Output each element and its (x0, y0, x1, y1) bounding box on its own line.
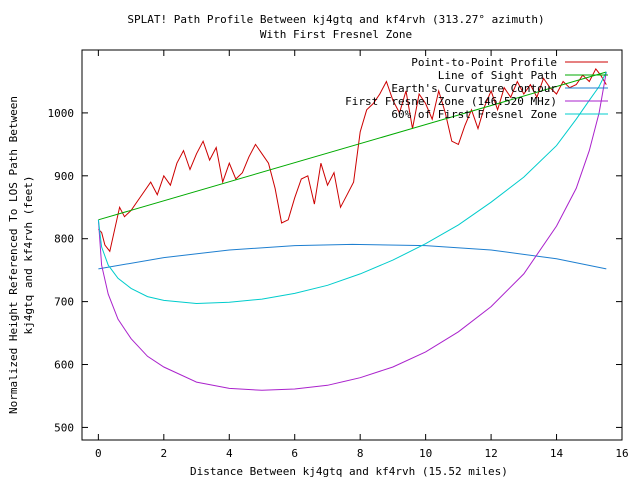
legend-entry-label: Point-to-Point Profile (411, 56, 557, 69)
x-tick-label: 12 (484, 447, 497, 460)
x-axis-label: Distance Between kj4gtq and kf4rvh (15.5… (190, 465, 508, 478)
legend-entry-label: 60% of First Fresnel Zone (391, 108, 557, 121)
series-line-4 (97, 71, 607, 305)
plot-area-frame (81, 49, 623, 441)
x-tick-label: 0 (95, 447, 102, 460)
y-tick-label: 900 (54, 170, 74, 183)
series-line-1 (98, 71, 607, 221)
y-tick-label: 800 (54, 233, 74, 246)
y-tick-label: 600 (54, 359, 74, 372)
legend-entry-label: Line of Sight Path (438, 69, 557, 82)
x-tick-label: 2 (161, 447, 168, 460)
x-tick-label: 16 (615, 447, 628, 460)
y-tick-label: 700 (54, 296, 74, 309)
legend-entry-label: Earth's Curvature Contour (391, 82, 557, 95)
x-tick-label: 8 (357, 447, 364, 460)
y-tick-label: 500 (54, 421, 74, 434)
series-line-0 (98, 67, 607, 253)
series-line-2 (98, 243, 607, 270)
x-tick-label: 10 (419, 447, 432, 460)
x-tick-label: 14 (550, 447, 564, 460)
chart-title-line2: With First Fresnel Zone (260, 28, 412, 41)
series-line-3 (97, 71, 607, 391)
x-tick-label: 4 (226, 447, 233, 460)
legend-entry-label: First Fresnel Zone (146.520 MHz) (345, 95, 557, 108)
y-tick-label: 1000 (48, 107, 75, 120)
x-tick-label: 6 (291, 447, 298, 460)
y-axis-label-line2: kj4gtq and kf4rvh (feet) (22, 176, 35, 335)
chart-title-line1: SPLAT! Path Profile Between kj4gtq and k… (127, 13, 544, 26)
y-axis-label-line1: Normalized Height Referenced To LOS Path… (7, 96, 20, 414)
